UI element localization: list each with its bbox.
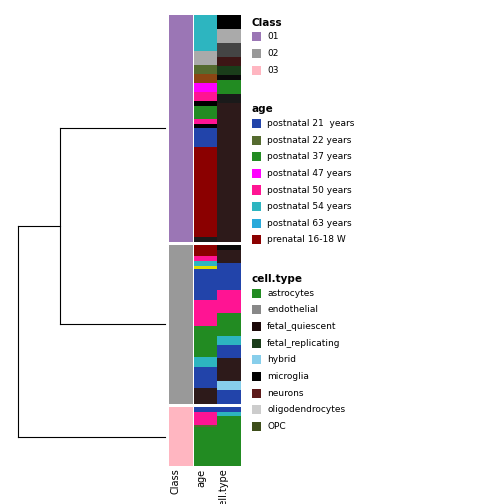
Text: OPC: OPC — [267, 422, 286, 431]
Text: age: age — [252, 104, 274, 114]
Text: postnatal 21  years: postnatal 21 years — [267, 119, 354, 128]
Bar — [194, 357, 218, 367]
Bar — [217, 245, 241, 249]
Bar — [194, 425, 218, 427]
Bar — [217, 345, 241, 358]
Bar — [194, 83, 218, 92]
Bar — [194, 101, 218, 106]
Text: postnatal 54 years: postnatal 54 years — [267, 202, 352, 211]
Bar — [252, 119, 261, 128]
Bar — [194, 407, 218, 412]
Bar — [252, 322, 261, 331]
Text: 03: 03 — [267, 66, 279, 75]
Bar — [194, 269, 218, 300]
Text: fetal_replicating: fetal_replicating — [267, 339, 341, 348]
Bar — [194, 427, 218, 466]
Bar — [252, 355, 261, 364]
Bar — [194, 51, 218, 65]
Text: astrocytes: astrocytes — [267, 289, 314, 298]
Text: 01: 01 — [267, 32, 279, 41]
Bar — [217, 313, 241, 336]
Text: cell.type: cell.type — [219, 469, 229, 504]
Text: postnatal 37 years: postnatal 37 years — [267, 152, 352, 161]
Text: postnatal 22 years: postnatal 22 years — [267, 136, 351, 145]
Bar — [194, 300, 218, 326]
Bar — [217, 75, 241, 80]
Bar — [194, 412, 218, 425]
Text: cell.type: cell.type — [252, 274, 303, 284]
Bar — [217, 80, 241, 94]
Bar — [252, 49, 261, 58]
Bar — [194, 119, 218, 124]
Bar — [252, 389, 261, 398]
Text: prenatal 16-18 W: prenatal 16-18 W — [267, 235, 346, 244]
Text: neurons: neurons — [267, 389, 303, 398]
Bar — [217, 407, 241, 412]
Bar — [194, 245, 218, 256]
Text: Class: Class — [171, 469, 181, 494]
Text: 02: 02 — [267, 49, 279, 58]
Bar — [217, 66, 241, 75]
Bar — [217, 29, 241, 43]
Bar — [194, 256, 218, 261]
Bar — [217, 249, 241, 263]
Text: postnatal 50 years: postnatal 50 years — [267, 185, 352, 195]
Text: postnatal 63 years: postnatal 63 years — [267, 219, 352, 228]
Bar — [194, 266, 218, 269]
Bar — [252, 202, 261, 211]
Bar — [194, 261, 218, 266]
Bar — [252, 305, 261, 314]
Text: oligodendrocytes: oligodendrocytes — [267, 405, 345, 414]
Bar — [194, 65, 218, 74]
Bar — [252, 66, 261, 75]
Bar — [217, 416, 241, 466]
Text: Class: Class — [252, 18, 283, 28]
Bar — [252, 405, 261, 414]
Bar — [252, 339, 261, 348]
Bar — [217, 358, 241, 381]
Bar — [194, 129, 218, 147]
Bar — [194, 124, 218, 129]
Bar — [217, 336, 241, 345]
Bar — [252, 185, 261, 195]
Bar — [217, 412, 241, 416]
Bar — [194, 92, 218, 101]
Bar — [194, 15, 218, 33]
Bar — [194, 33, 218, 51]
Bar — [169, 15, 193, 241]
Bar — [217, 57, 241, 66]
Text: postnatal 47 years: postnatal 47 years — [267, 169, 352, 178]
Bar — [217, 263, 241, 290]
Bar — [194, 237, 218, 241]
Bar — [169, 245, 193, 404]
Bar — [169, 407, 193, 466]
Bar — [252, 235, 261, 244]
Bar — [217, 43, 241, 57]
Bar — [252, 169, 261, 178]
Text: hybrid: hybrid — [267, 355, 296, 364]
Bar — [217, 94, 241, 103]
Bar — [217, 290, 241, 313]
Bar — [252, 422, 261, 431]
Bar — [217, 390, 241, 404]
Bar — [217, 15, 241, 29]
Bar — [217, 103, 241, 241]
Text: endothelial: endothelial — [267, 305, 318, 314]
Bar — [252, 219, 261, 228]
Bar — [194, 74, 218, 83]
Bar — [194, 147, 218, 237]
Bar — [217, 381, 241, 390]
Bar — [194, 106, 218, 119]
Bar — [194, 326, 218, 357]
Bar — [252, 152, 261, 161]
Bar — [252, 289, 261, 298]
Bar — [194, 367, 218, 388]
Text: fetal_quiescent: fetal_quiescent — [267, 322, 337, 331]
Bar — [252, 32, 261, 41]
Bar — [194, 388, 218, 404]
Bar — [252, 372, 261, 381]
Text: microglia: microglia — [267, 372, 309, 381]
Bar — [252, 136, 261, 145]
Text: age: age — [196, 469, 206, 487]
